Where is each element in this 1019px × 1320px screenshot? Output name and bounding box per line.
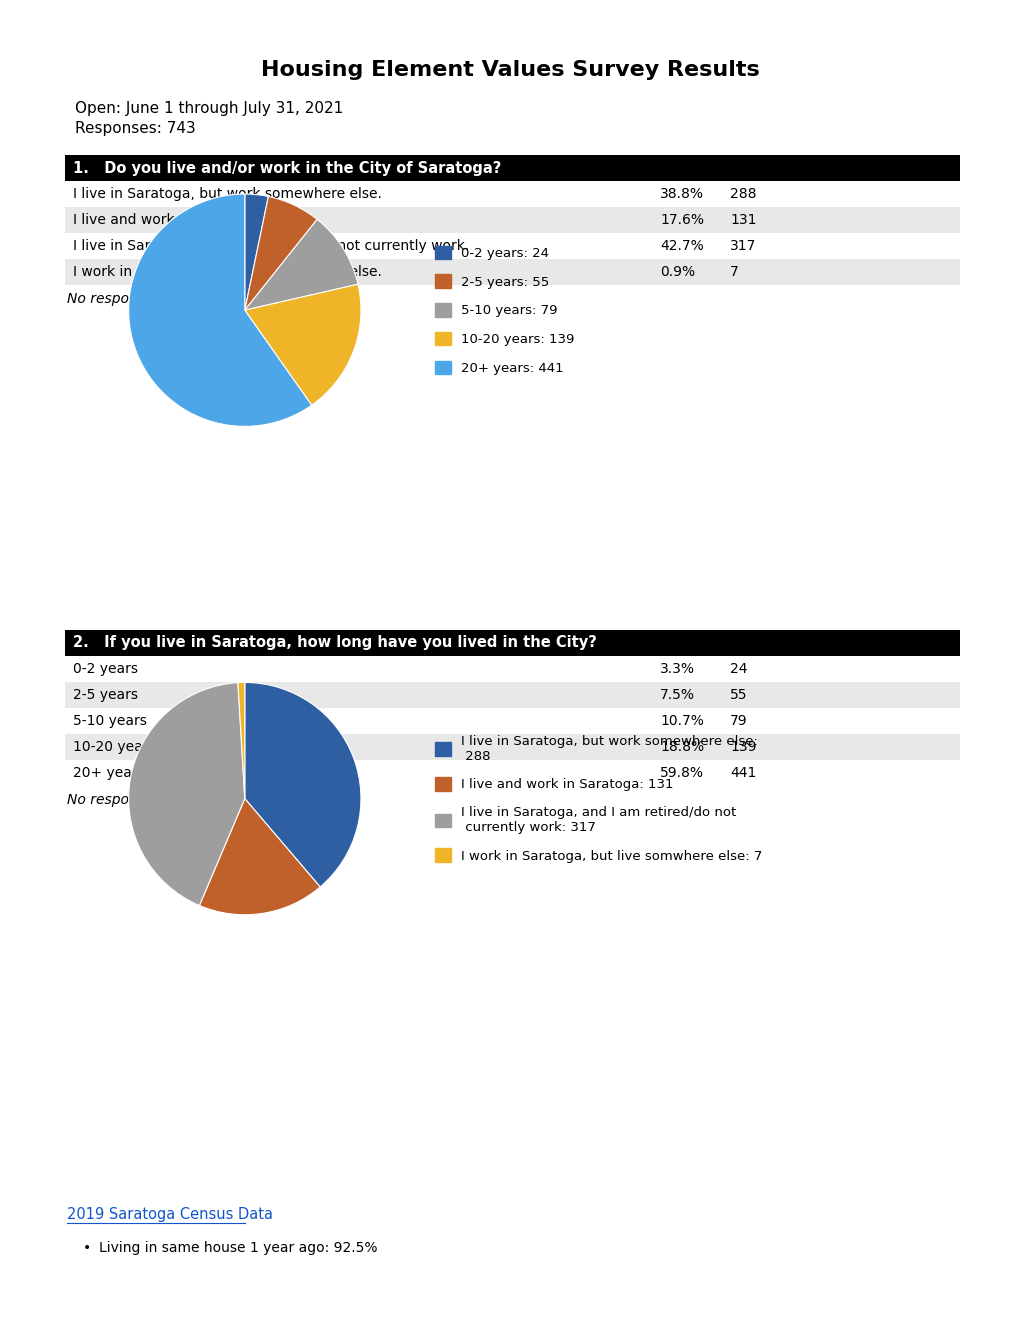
Text: 17.6%: 17.6% xyxy=(659,213,703,227)
Text: 55: 55 xyxy=(730,688,747,702)
FancyBboxPatch shape xyxy=(65,207,959,234)
Wedge shape xyxy=(245,219,358,310)
Text: 2019 Saratoga Census Data: 2019 Saratoga Census Data xyxy=(67,1208,273,1222)
Wedge shape xyxy=(245,682,361,887)
Text: 317: 317 xyxy=(730,239,756,253)
FancyBboxPatch shape xyxy=(65,259,959,285)
Text: 42.7%: 42.7% xyxy=(659,239,703,253)
Text: 1.   Do you live and/or work in the City of Saratoga?: 1. Do you live and/or work in the City o… xyxy=(73,161,501,176)
Text: 79: 79 xyxy=(730,714,747,729)
Text: 20+ years: 20+ years xyxy=(73,766,145,780)
Wedge shape xyxy=(128,194,312,426)
Text: •: • xyxy=(83,1241,91,1255)
Wedge shape xyxy=(245,284,361,405)
Text: 3.3%: 3.3% xyxy=(659,663,694,676)
Text: 24: 24 xyxy=(730,663,747,676)
Text: I work in Saratoga, but live somewhere else.: I work in Saratoga, but live somewhere e… xyxy=(73,265,381,279)
Text: 131: 131 xyxy=(730,213,756,227)
FancyBboxPatch shape xyxy=(65,656,959,682)
Text: I live in Saratoga, but work somewhere else.: I live in Saratoga, but work somewhere e… xyxy=(73,187,381,201)
Text: 0.9%: 0.9% xyxy=(659,265,694,279)
Text: Housing Element Values Survey Results: Housing Element Values Survey Results xyxy=(261,59,758,81)
FancyBboxPatch shape xyxy=(65,234,959,259)
Text: Living in same house 1 year ago: 92.5%: Living in same house 1 year ago: 92.5% xyxy=(99,1241,377,1255)
FancyBboxPatch shape xyxy=(65,181,959,207)
Text: I live in Saratoga, and I am retired/do not currently work.: I live in Saratoga, and I am retired/do … xyxy=(73,239,469,253)
Text: 7.5%: 7.5% xyxy=(659,688,694,702)
Text: 2.   If you live in Saratoga, how long have you lived in the City?: 2. If you live in Saratoga, how long hav… xyxy=(73,635,596,651)
Text: I live and work in Saratoga.: I live and work in Saratoga. xyxy=(73,213,263,227)
FancyBboxPatch shape xyxy=(65,708,959,734)
Legend: I live in Saratoga, but work somewhere else:
 288, I live and work in Saratoga: : I live in Saratoga, but work somewhere e… xyxy=(434,735,762,862)
Text: 10-20 years: 10-20 years xyxy=(73,741,156,754)
Text: 7: 7 xyxy=(730,265,738,279)
Text: 2-5 years: 2-5 years xyxy=(73,688,138,702)
Text: 10.7%: 10.7% xyxy=(659,714,703,729)
Legend: 0-2 years: 24, 2-5 years: 55, 5-10 years: 79, 10-20 years: 139, 20+ years: 441: 0-2 years: 24, 2-5 years: 55, 5-10 years… xyxy=(434,246,574,375)
Text: 59.8%: 59.8% xyxy=(659,766,703,780)
Wedge shape xyxy=(245,194,268,310)
FancyBboxPatch shape xyxy=(65,760,959,785)
Wedge shape xyxy=(128,682,245,906)
FancyBboxPatch shape xyxy=(65,682,959,708)
Text: 38.8%: 38.8% xyxy=(659,187,703,201)
Text: 0-2 years: 0-2 years xyxy=(73,663,138,676)
Text: 441: 441 xyxy=(730,766,756,780)
Text: Responses: 743: Responses: 743 xyxy=(75,120,196,136)
Text: No response: 5: No response: 5 xyxy=(67,793,171,807)
Wedge shape xyxy=(245,197,317,310)
Wedge shape xyxy=(237,682,245,799)
Text: 18.8%: 18.8% xyxy=(659,741,703,754)
Text: 288: 288 xyxy=(730,187,756,201)
FancyBboxPatch shape xyxy=(65,630,959,656)
FancyBboxPatch shape xyxy=(65,734,959,760)
Text: Open: June 1 through July 31, 2021: Open: June 1 through July 31, 2021 xyxy=(75,100,343,116)
FancyBboxPatch shape xyxy=(65,154,959,181)
Text: No response: 0: No response: 0 xyxy=(67,292,171,306)
Text: 139: 139 xyxy=(730,741,756,754)
Wedge shape xyxy=(199,799,320,915)
Text: 5-10 years: 5-10 years xyxy=(73,714,147,729)
